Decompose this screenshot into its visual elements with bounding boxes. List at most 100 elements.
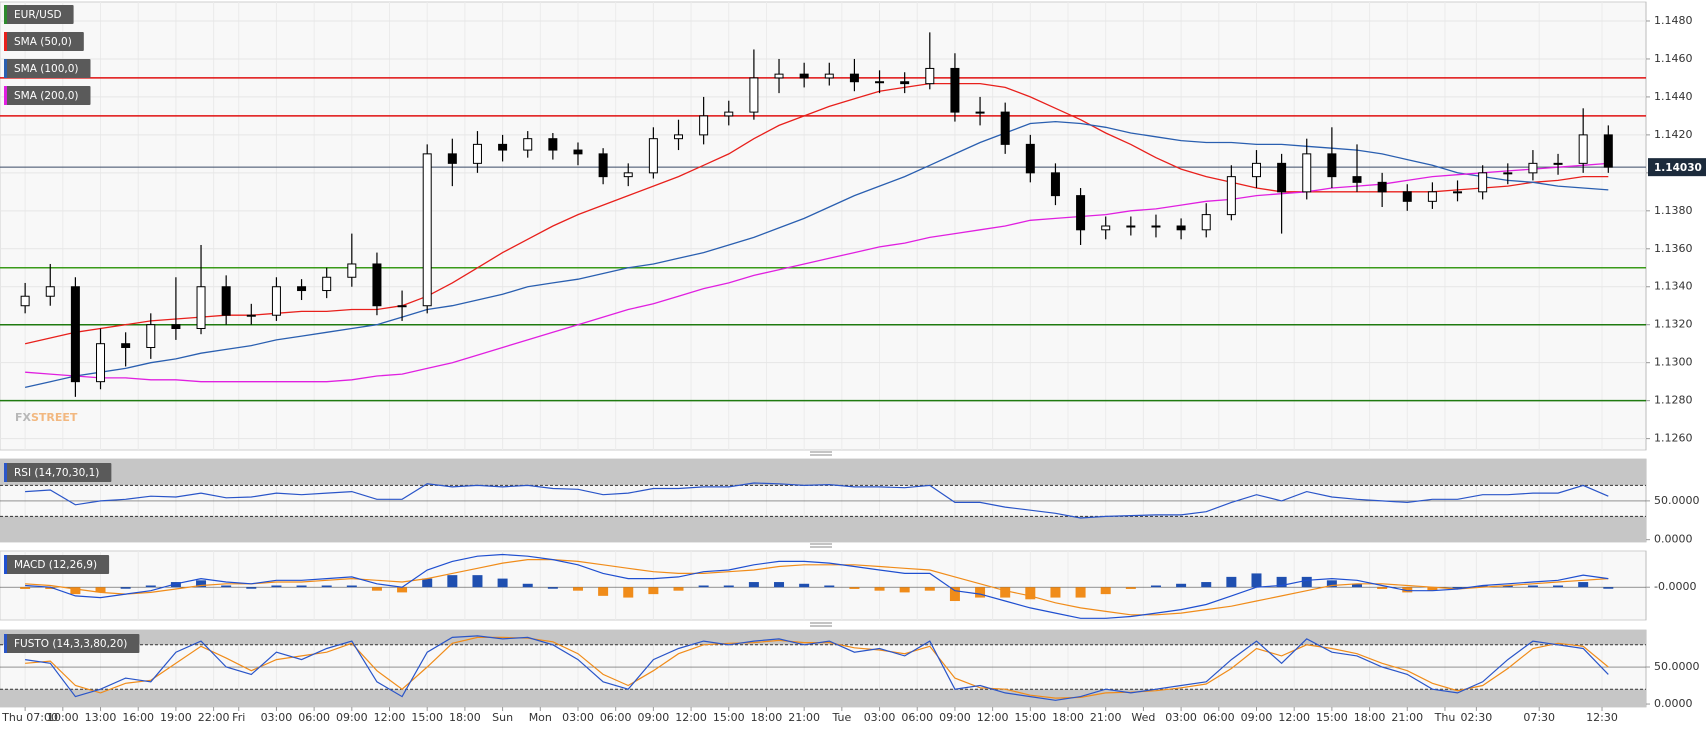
histogram-bar <box>221 585 232 588</box>
candle-body <box>623 172 633 178</box>
x-tick-label: Fri <box>232 711 245 724</box>
x-tick-label: 21:00 <box>1090 711 1122 724</box>
band <box>0 630 1646 645</box>
candle-body <box>1327 153 1337 178</box>
histogram-bar <box>924 587 935 591</box>
x-tick-label: Sun <box>492 711 513 724</box>
candle-body <box>523 138 533 151</box>
x-tick-label: Tue <box>831 711 851 724</box>
histogram-bar <box>1301 576 1312 588</box>
x-tick-label: 03:00 <box>1165 711 1197 724</box>
y-tick-label: 0.0000 <box>1654 533 1693 546</box>
histogram-bar <box>1125 587 1136 589</box>
label-text: FUSTO (14,3,3,80,20) <box>14 638 127 650</box>
candle-body <box>1050 172 1060 197</box>
sma-line <box>24 82 1609 345</box>
candle-body <box>472 143 482 164</box>
y-tick-label: 1.1360 <box>1654 242 1693 255</box>
y-tick-label: 50.0000 <box>1654 494 1700 507</box>
x-tick-label: 15:00 <box>713 711 745 724</box>
candle-body <box>1603 134 1613 168</box>
candle-body <box>573 149 583 155</box>
x-tick-label: 02:30 <box>1461 711 1493 724</box>
histogram-bar <box>1075 587 1086 598</box>
x-tick-label: 09:00 <box>336 711 368 724</box>
indicator-label: MACD (12,26,9) <box>4 555 110 574</box>
histogram-bar <box>1402 587 1413 593</box>
candle-body <box>1553 162 1563 165</box>
candle-body <box>1503 172 1513 175</box>
candle-body <box>397 305 407 308</box>
histogram-bar <box>296 585 307 588</box>
x-tick-label: 09:00 <box>638 711 670 724</box>
y-tick-label: -0.0000 <box>1654 580 1696 593</box>
candle-body <box>20 295 30 307</box>
histogram-bar <box>45 587 56 589</box>
last-price-label: 1.14030 <box>1654 162 1702 174</box>
indicator-line <box>25 635 1609 701</box>
candle-body <box>447 153 457 164</box>
histogram-bar <box>1050 587 1061 598</box>
x-tick-label: 06:00 <box>298 711 330 724</box>
y-tick-label: 1.1300 <box>1654 356 1693 369</box>
y-tick-label: 1.1280 <box>1654 394 1693 407</box>
indicator-label: RSI (14,70,30,1) <box>4 463 112 482</box>
histogram-bar <box>70 587 81 595</box>
x-tick-label: 12:00 <box>977 711 1009 724</box>
histogram-bar <box>1377 587 1388 589</box>
histogram-bar <box>1352 583 1363 588</box>
macd-line <box>25 553 1609 619</box>
histogram-bar <box>748 582 759 588</box>
candle-body <box>70 286 80 383</box>
label-text: EUR/USD <box>14 9 62 21</box>
label-box <box>4 59 91 78</box>
candle-body <box>221 286 231 316</box>
x-tick-label: 10:00 <box>47 711 79 724</box>
candle-body <box>1251 162 1261 178</box>
sma-line <box>25 162 1609 383</box>
candle-body <box>45 286 55 297</box>
histogram-bar <box>1276 576 1287 588</box>
x-tick-label: 21:00 <box>788 711 820 724</box>
candle-body <box>121 343 131 348</box>
candle-body <box>1352 176 1362 183</box>
candle-body <box>648 138 658 174</box>
candle-body <box>1151 225 1161 228</box>
histogram-bar <box>1477 585 1488 588</box>
candle-body <box>1101 225 1111 231</box>
label-text: SMA (100,0) <box>14 63 79 75</box>
candle-body <box>1402 191 1412 202</box>
candle-body <box>498 143 508 151</box>
histogram-bar <box>949 587 960 602</box>
macd-line <box>25 559 1609 616</box>
y-tick-label: 1.1380 <box>1654 204 1693 217</box>
candle-body <box>1453 191 1463 194</box>
histogram-bar <box>824 585 835 588</box>
candle-body <box>372 263 382 307</box>
watermark-part: FX <box>15 411 32 424</box>
x-tick-label: Wed <box>1131 711 1155 724</box>
candle-body <box>422 153 432 307</box>
x-tick-label: 19:00 <box>160 711 192 724</box>
x-tick-label: 06:00 <box>1203 711 1235 724</box>
histogram-bar <box>1578 582 1589 588</box>
x-tick-label: 16:00 <box>122 711 154 724</box>
band <box>0 516 1646 542</box>
candle-body <box>875 81 885 84</box>
histogram-bar <box>1502 585 1513 588</box>
candle-body <box>799 73 809 79</box>
label-text: RSI (14,70,30,1) <box>14 467 99 479</box>
histogram-bar <box>422 578 433 588</box>
histogram-bar <box>1427 587 1438 591</box>
histogram-bar <box>673 587 684 591</box>
candle-body <box>1478 172 1488 193</box>
histogram-bar <box>774 582 785 588</box>
histogram-bar <box>246 587 257 589</box>
y-tick-label: 1.1480 <box>1654 14 1693 27</box>
x-tick-label: 21:00 <box>1391 711 1423 724</box>
x-tick-label: 03:00 <box>864 711 896 724</box>
legend-item: SMA (50,0) <box>4 32 84 51</box>
label-stripe <box>4 59 7 78</box>
histogram-bar <box>572 587 583 591</box>
